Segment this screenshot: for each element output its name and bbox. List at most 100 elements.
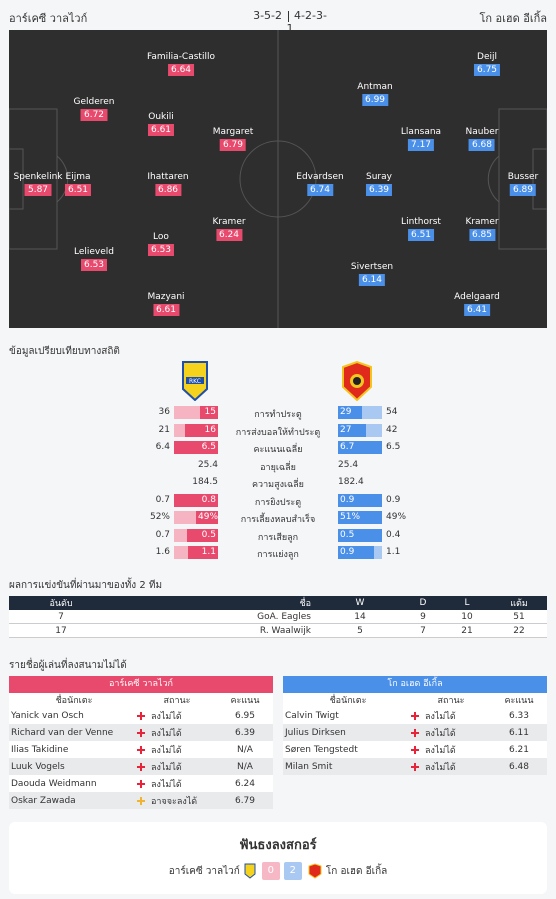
away-bar: 0.5	[338, 528, 382, 542]
col-w: W	[355, 598, 365, 608]
away-player[interactable]: Deijl 6.75	[473, 51, 501, 76]
player-name: Linthorst	[401, 217, 441, 227]
status: ลงไม่ได้	[137, 709, 217, 723]
player-rating: 6.64	[167, 64, 195, 76]
player-rating: 6.85	[468, 229, 496, 241]
prediction-away-team: โก อเฮด อีเกิ้ล	[325, 865, 388, 877]
player-rating: 6.14	[358, 274, 386, 286]
injury-icon	[137, 728, 145, 737]
away-player[interactable]: Nauber 6.68	[466, 126, 498, 151]
col-name: ชื่อ	[299, 599, 311, 609]
pitch-lines	[9, 30, 547, 328]
away-player[interactable]: Llansana 7.17	[401, 126, 441, 151]
list-item[interactable]: Julius Dirksen ลงไม่ได้ 6.11	[283, 724, 547, 741]
table-row[interactable]: 7 GoA. Eagles 14 9 10 51	[9, 610, 547, 624]
home-player[interactable]: Oukili 6.61	[147, 111, 175, 136]
player-score: 6.11	[508, 727, 530, 738]
list-item[interactable]: Richard van der Venne ลงไม่ได้ 6.39	[9, 724, 273, 741]
away-player[interactable]: Edvardsen 6.74	[296, 171, 344, 196]
home-player[interactable]: Loo 6.53	[147, 231, 175, 256]
home-team-logo: RKC	[182, 361, 208, 402]
away-bar-fill: 0.9	[338, 493, 382, 507]
home-player[interactable]: Familia-Castillo 6.64	[147, 51, 215, 76]
home-player[interactable]: Lelieveld 6.53	[74, 246, 114, 271]
away-player[interactable]: Kramer 6.85	[465, 216, 499, 241]
away-player[interactable]: Antman 6.99	[357, 81, 393, 106]
list-item[interactable]: Luuk Vogels ลงไม่ได้ N/A	[9, 758, 273, 775]
home-formation: 3-5-2	[253, 9, 283, 22]
list-item[interactable]: Milan Smit ลงไม่ได้ 6.48	[283, 758, 547, 775]
stat-row: 52% 49% 51% 49% การเลี้ยงหลบสำเร็จ	[0, 511, 556, 525]
list-item[interactable]: Yanick van Osch ลงไม่ได้ 6.95	[9, 707, 273, 724]
stat-label: อายุเฉลี่ย	[260, 462, 296, 473]
home-missing-team: อาร์เคซี วาลไวก์	[9, 676, 273, 693]
injury-icon	[137, 711, 145, 720]
injury-icon	[411, 728, 419, 737]
away-player[interactable]: Adelgaard 6.41	[454, 291, 500, 316]
status: ลงไม่ได้	[411, 760, 491, 774]
home-bar: 1.1	[174, 546, 218, 559]
list-item[interactable]: Daouda Weidmann ลงไม่ได้ 6.24	[9, 775, 273, 792]
home-player[interactable]: Gelderen 6.72	[73, 96, 115, 121]
status-text: ลงไม่ได้	[425, 762, 456, 773]
home-player[interactable]: Margaret 6.79	[213, 126, 253, 151]
list-item[interactable]: Calvin Twigt ลงไม่ได้ 6.33	[283, 707, 547, 724]
home-missing-header: ชื่อนักเตะ สถานะ คะแนน	[9, 693, 273, 707]
prediction-home-score[interactable]: 0	[261, 862, 280, 880]
home-player[interactable]: Mazyani 6.61	[147, 291, 185, 316]
away-total: 6.5	[386, 442, 401, 452]
player-name: Daouda Weidmann	[11, 778, 97, 789]
away-player[interactable]: Suray 6.39	[365, 171, 393, 196]
player-score: 6.21	[508, 744, 530, 755]
home-team-logo-small	[244, 863, 256, 879]
home-player[interactable]: Ihattaren 6.86	[147, 171, 189, 196]
rank: 17	[55, 625, 67, 636]
player-name: Adelgaard	[454, 292, 500, 302]
player-rating: 7.17	[407, 139, 435, 151]
standings-table: อันดับ ชื่อ W D L แต้ม 7 GoA. Eagles 14 …	[9, 596, 547, 638]
list-item[interactable]: Oskar Zawada อาจจะลงได้ 6.79	[9, 792, 273, 809]
col-score: คะแนน	[230, 696, 260, 706]
list-item[interactable]: Ilias Takidine ลงไม่ได้ N/A	[9, 741, 273, 758]
player-rating: 6.79	[219, 139, 247, 151]
losses: 21	[461, 625, 473, 636]
player-score: 6.39	[234, 727, 256, 738]
player-name: Ilias Takidine	[11, 744, 69, 755]
injury-icon	[411, 745, 419, 754]
stat-row: 21 16 27 42 การส่งบอลให้ทำประตู	[0, 423, 556, 438]
player-rating: 6.89	[509, 184, 537, 196]
match-header: อาร์เคซี วาลไวก์ 3-5-2 4-2-3-1 โก อเฮด อ…	[0, 0, 556, 35]
away-value: 25.4	[338, 459, 359, 470]
away-player[interactable]: Busser 6.89	[508, 171, 538, 196]
home-player[interactable]: Kramer 6.24	[212, 216, 246, 241]
col-score: คะแนน	[504, 696, 534, 706]
list-item[interactable]: Søren Tengstedt ลงไม่ได้ 6.21	[283, 741, 547, 758]
home-bar-fill: 0.8	[174, 493, 218, 507]
prediction-away-score[interactable]: 2	[283, 862, 302, 880]
status: ลงไม่ได้	[137, 743, 217, 757]
prediction-title: ฟันธงลงสกอร์	[239, 838, 317, 853]
status: ลงไม่ได้	[411, 726, 491, 740]
stat-label: การส่งบอลให้ทำประตู	[235, 427, 321, 438]
away-team-logo	[340, 360, 374, 402]
home-total: 1.6	[155, 547, 170, 557]
stats-title: ข้อมูลเปรียบเทียบทางสถิติ	[9, 346, 120, 357]
stat-label: การเสียลูก	[257, 532, 299, 543]
home-bar: 16	[174, 423, 218, 437]
table-row[interactable]: 17 R. Waalwijk 5 7 21 22	[9, 624, 547, 638]
away-player[interactable]: Linthorst 6.51	[401, 216, 441, 241]
injury-icon	[411, 762, 419, 771]
stat-label: การยิงประตู	[254, 497, 302, 508]
status: ลงไม่ได้	[411, 709, 491, 723]
home-bar-fill: 0.5	[187, 528, 218, 542]
player-rating: 6.75	[473, 64, 501, 76]
player-name: Calvin Twigt	[285, 710, 339, 721]
svg-text:RKC: RKC	[189, 378, 201, 385]
home-total: 21	[158, 424, 170, 435]
home-player[interactable]: Eijma 6.51	[64, 171, 92, 196]
home-player[interactable]: Spenkelink 5.87	[13, 171, 63, 196]
player-score: 6.24	[234, 778, 256, 789]
injury-icon	[137, 779, 145, 788]
away-player[interactable]: Sivertsen 6.14	[351, 261, 393, 286]
home-bar-fill: 15	[200, 406, 218, 419]
